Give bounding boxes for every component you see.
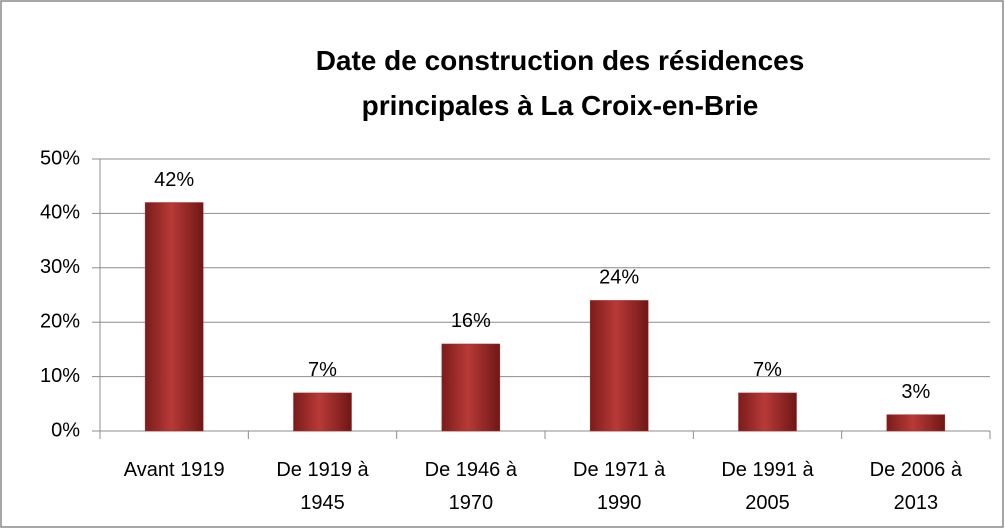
- bar: [293, 392, 352, 432]
- data-label: 42%: [154, 169, 194, 191]
- x-tick-label: De 1946 à 1970: [424, 459, 517, 514]
- y-tick-label: 50%: [40, 147, 80, 169]
- y-tick-label: 40%: [40, 202, 80, 224]
- data-label: 7%: [308, 359, 337, 381]
- bar: [144, 202, 204, 432]
- y-tick-label: 30%: [40, 256, 80, 278]
- chart-title: Date de construction des résidences prin…: [315, 45, 805, 121]
- x-tick-label: De 1991 à 2005: [721, 459, 814, 514]
- bar: [886, 414, 946, 432]
- y-tick-label: 20%: [40, 310, 80, 332]
- x-tick-label: De 1919 à 1945: [276, 459, 369, 514]
- x-tick-label: De 1971 à 1990: [573, 459, 666, 514]
- data-label: 7%: [753, 359, 782, 381]
- bar: [441, 343, 501, 432]
- x-tick-label: De 2006 à 2013: [869, 459, 962, 514]
- data-label: 3%: [901, 381, 930, 403]
- bar: [738, 392, 797, 432]
- bar: [589, 300, 649, 432]
- y-tick-label: 0%: [51, 419, 80, 441]
- data-label: 16%: [451, 310, 491, 332]
- y-tick-label: 10%: [40, 365, 80, 387]
- x-tick-label: Avant 1919: [123, 459, 225, 481]
- data-label: 24%: [599, 267, 639, 289]
